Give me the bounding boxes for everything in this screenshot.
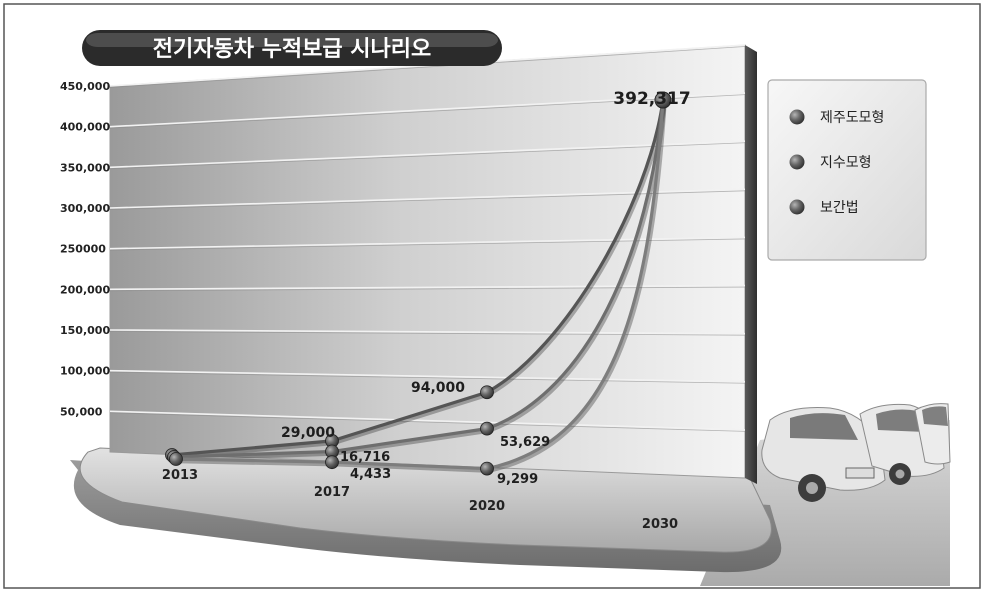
x-tick-label: 2020 <box>469 499 505 514</box>
data-label: 94,000 <box>411 380 465 396</box>
series-line <box>173 99 665 459</box>
y-axis-ticks: 450,000 400,000 350,000 300,000 250000 200,00… <box>60 80 110 418</box>
data-point <box>480 421 494 436</box>
data-label: 53,629 <box>500 435 550 450</box>
gridline <box>109 410 746 431</box>
series-line-shadow <box>177 101 667 473</box>
series-line-shadow <box>173 101 667 460</box>
x-tick-label: 2013 <box>162 468 198 483</box>
gridline <box>109 329 746 335</box>
y-tick-label: 400,000 <box>60 121 110 134</box>
series-line <box>171 99 665 457</box>
y-tick-label: 250000 <box>60 243 106 256</box>
gridline-shadow <box>109 331 746 336</box>
chart-title: 전기자동차 누적보급 시나리오 <box>153 37 431 62</box>
data-markers <box>165 91 672 476</box>
data-point <box>325 455 339 470</box>
series-lines <box>171 99 667 473</box>
chart-title-badge: 전기자동차 누적보급 시나리오 <box>82 30 502 66</box>
y-tick-label: 200,000 <box>60 283 110 296</box>
gridline <box>109 188 746 209</box>
x-tick-label: 2017 <box>314 485 350 500</box>
y-tick-label: 150,000 <box>60 324 110 337</box>
gridline-shadow <box>109 46 746 88</box>
y-tick-label: 100,000 <box>60 365 110 378</box>
legend: 제주도모형 지수모형 보간법 <box>767 79 927 261</box>
gridline-shadow <box>109 412 746 432</box>
legend-marker <box>789 199 805 215</box>
y-tick-label: 450,000 <box>60 80 110 93</box>
gridline-shadow <box>109 142 746 170</box>
data-point <box>169 452 183 466</box>
legend-label: 보간법 <box>820 200 859 216</box>
data-label: 9,299 <box>497 472 538 487</box>
data-point <box>654 91 672 109</box>
gridline-shadow <box>109 238 746 251</box>
gridline <box>109 236 746 250</box>
gridline-shadow <box>109 190 746 210</box>
legend-marker <box>789 154 805 170</box>
car-icon <box>914 403 951 465</box>
data-point <box>480 461 494 476</box>
series-line-shadow <box>175 101 667 462</box>
gridline <box>109 369 746 383</box>
legend-label: 제주도모형 <box>820 110 884 126</box>
data-label: 392,317 <box>613 89 690 109</box>
chart-floor <box>70 447 782 573</box>
y-tick-label: 50,000 <box>60 405 103 418</box>
data-label: 16,716 <box>340 450 390 465</box>
gridline <box>109 140 746 169</box>
y-tick-label: 300,000 <box>60 202 110 215</box>
gridline-shadow <box>109 371 746 384</box>
data-labels: 392,317 94,000 53,629 9,299 29,000 16,716 4,43… <box>281 89 691 487</box>
y-tick-label: 350,000 <box>60 161 110 174</box>
data-label: 29,000 <box>281 425 335 441</box>
data-point <box>480 385 494 400</box>
car-icon <box>761 407 886 502</box>
gridline <box>109 92 746 128</box>
x-tick-label: 2030 <box>642 517 678 532</box>
gridline-shadow <box>109 94 746 129</box>
data-label: 4,433 <box>350 467 391 482</box>
series-line <box>175 99 665 471</box>
x-axis-ticks: 2013 2017 2020 2030 <box>162 468 678 532</box>
legend-label: 지수모형 <box>820 155 872 171</box>
legend-marker <box>789 109 805 125</box>
